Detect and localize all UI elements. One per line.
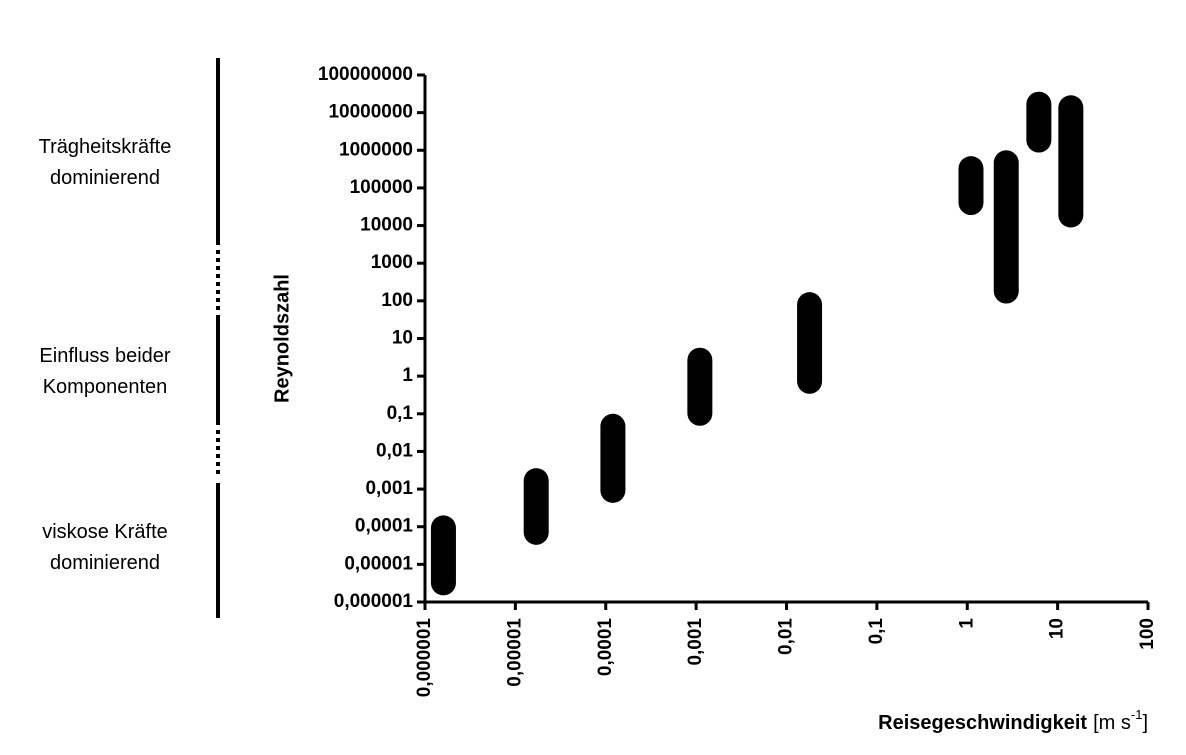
region-label: dominierend xyxy=(50,167,160,189)
range-bar xyxy=(523,468,549,545)
y-tick-label: 0,00001 xyxy=(344,553,413,574)
y-tick-label: 10000000 xyxy=(328,102,413,123)
range-bar xyxy=(600,413,626,503)
y-tick-label: 10 xyxy=(392,328,413,349)
y-tick-label: 10000 xyxy=(360,215,413,236)
x-tick-label: 0,1 xyxy=(866,618,887,645)
range-bar xyxy=(430,515,456,596)
x-tick-label: 0,00001 xyxy=(504,618,525,687)
region-label: Trägheitskräfte xyxy=(39,136,172,158)
y-tick-label: 100 xyxy=(381,290,413,311)
x-tick-label: 100 xyxy=(1137,618,1158,650)
x-tick-label: 10 xyxy=(1047,618,1068,639)
x-axis-unit: [m s xyxy=(1093,712,1131,734)
y-tick-label: 1 xyxy=(402,365,413,386)
range-bar xyxy=(993,150,1019,304)
y-tick-label: 1000000 xyxy=(339,139,413,160)
region-label: Einfluss beider xyxy=(39,345,171,367)
x-axis-unit-exp: -1 xyxy=(1131,707,1143,722)
region-label: dominierend xyxy=(50,552,160,574)
y-tick-label: 0,01 xyxy=(376,440,413,461)
range-bar xyxy=(1026,91,1052,153)
x-axis-unit-close: ] xyxy=(1142,712,1148,734)
range-bar xyxy=(1058,95,1084,228)
region-label: Komponenten xyxy=(43,376,168,398)
x-tick-label: 0,0001 xyxy=(595,618,616,677)
y-tick-label: 0,001 xyxy=(365,478,413,499)
x-tick-label: 0,000001 xyxy=(414,618,435,698)
x-tick-label: 1 xyxy=(956,618,977,629)
x-tick-label: 0,01 xyxy=(776,618,797,655)
range-bar xyxy=(958,156,984,216)
y-tick-label: 0,1 xyxy=(387,403,414,424)
y-tick-label: 0,000001 xyxy=(334,591,414,612)
y-tick-label: 0,0001 xyxy=(355,516,414,537)
region-label: viskose Kräfte xyxy=(42,521,168,543)
y-axis-title: Reynoldszahl xyxy=(271,274,293,403)
x-axis-title-name: Reisegeschwindigkeit xyxy=(878,712,1087,734)
y-tick-label: 100000 xyxy=(350,177,413,198)
x-tick-label: 0,001 xyxy=(685,618,706,666)
y-tick-label: 1000 xyxy=(371,252,413,273)
x-axis-title: Reisegeschwindigkeit [m s-1] xyxy=(878,707,1148,734)
y-tick-label: 100000000 xyxy=(318,64,413,85)
range-bar xyxy=(797,292,823,394)
range-bar xyxy=(687,347,713,426)
